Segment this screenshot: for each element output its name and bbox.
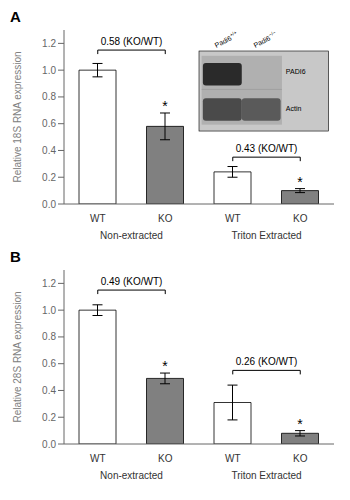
html-text:A: A <box>10 8 21 25</box>
svg-text:0.2: 0.2 <box>42 412 56 423</box>
svg-text:WT: WT <box>90 213 106 224</box>
svg-text:Triton Extracted: Triton Extracted <box>231 470 301 481</box>
svg-text:0.6: 0.6 <box>42 358 56 369</box>
svg-text:KO: KO <box>158 213 173 224</box>
svg-text:*: * <box>162 358 168 374</box>
svg-text:KO: KO <box>293 213 308 224</box>
svg-text:0.43 (KO/WT): 0.43 (KO/WT) <box>236 143 298 154</box>
svg-text:Non-extracted: Non-extracted <box>100 230 163 241</box>
svg-text:1.2: 1.2 <box>42 278 56 289</box>
svg-text:KO: KO <box>158 453 173 464</box>
svg-text:0.2: 0.2 <box>42 172 56 183</box>
svg-text:1.0: 1.0 <box>42 305 56 316</box>
svg-text:Non-extracted: Non-extracted <box>100 470 163 481</box>
svg-text:Padi6−/−: Padi6−/− <box>251 29 277 49</box>
svg-text:Padi6+/+: Padi6+/+ <box>213 29 239 49</box>
svg-text:0.0: 0.0 <box>42 199 56 210</box>
svg-text:WT: WT <box>225 453 241 464</box>
svg-text:Relative 18S RNA expression: Relative 18S RNA expression <box>12 51 23 182</box>
svg-text:PADI6: PADI6 <box>286 68 306 75</box>
svg-text:0.26 (KO/WT): 0.26 (KO/WT) <box>236 356 298 367</box>
svg-text:WT: WT <box>225 213 241 224</box>
svg-text:0.4: 0.4 <box>42 145 56 156</box>
svg-text:Triton Extracted: Triton Extracted <box>231 230 301 241</box>
svg-text:*: * <box>297 416 303 432</box>
svg-text:*: * <box>297 174 303 190</box>
svg-text:*: * <box>162 98 168 114</box>
svg-text:0.8: 0.8 <box>42 91 56 102</box>
svg-text:0.58 (KO/WT): 0.58 (KO/WT) <box>101 36 163 47</box>
svg-text:1.0: 1.0 <box>42 65 56 76</box>
svg-text:1.2: 1.2 <box>42 38 56 49</box>
svg-text:Actin: Actin <box>286 105 302 112</box>
svg-text:0.49 (KO/WT): 0.49 (KO/WT) <box>101 276 163 287</box>
svg-text:0.0: 0.0 <box>42 439 56 450</box>
html-text:B: B <box>10 248 21 265</box>
svg-text:KO: KO <box>293 453 308 464</box>
svg-text:0.8: 0.8 <box>42 331 56 342</box>
svg-text:Relative 28S RNA expression: Relative 28S RNA expression <box>12 291 23 422</box>
svg-text:0.4: 0.4 <box>42 385 56 396</box>
svg-text:WT: WT <box>90 453 106 464</box>
svg-text:0.6: 0.6 <box>42 118 56 129</box>
